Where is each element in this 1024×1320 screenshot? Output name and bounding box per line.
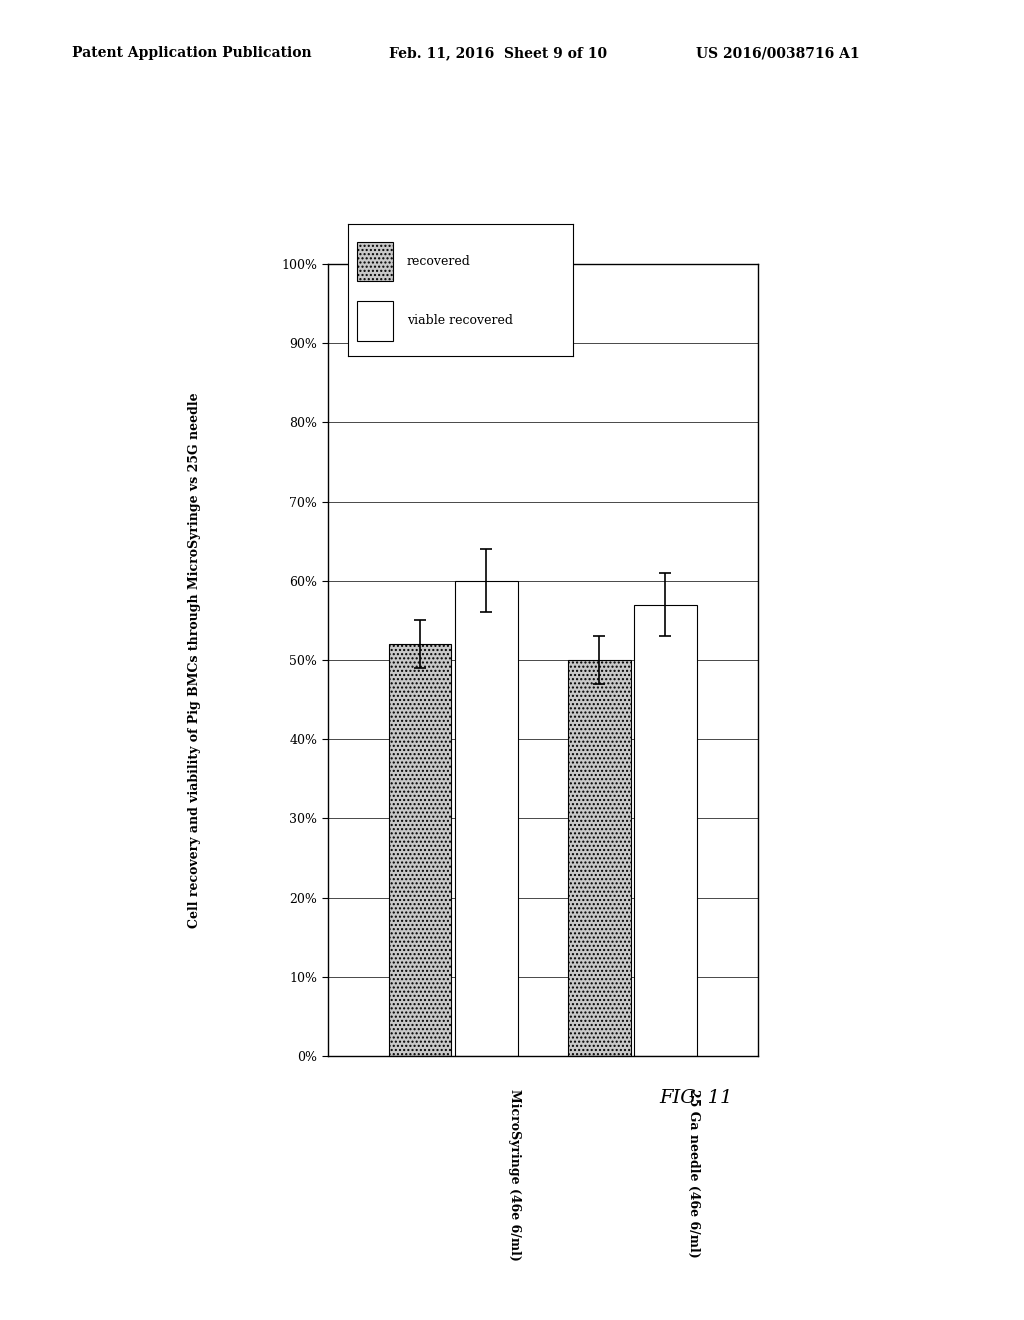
Text: 25 Ga needle (46e 6/ml): 25 Ga needle (46e 6/ml): [687, 1089, 700, 1258]
Text: FIG. 11: FIG. 11: [659, 1089, 733, 1107]
Text: US 2016/0038716 A1: US 2016/0038716 A1: [696, 46, 860, 61]
Bar: [634, 605, 696, 1056]
Bar: [567, 660, 631, 1056]
Bar: [357, 301, 393, 341]
Text: viable recovered: viable recovered: [407, 314, 513, 327]
Text: Patent Application Publication: Patent Application Publication: [72, 46, 311, 61]
Bar: [389, 644, 452, 1056]
Text: recovered: recovered: [407, 255, 471, 268]
Text: MicroSyringe (46e 6/ml): MicroSyringe (46e 6/ml): [508, 1089, 521, 1261]
Text: Feb. 11, 2016  Sheet 9 of 10: Feb. 11, 2016 Sheet 9 of 10: [389, 46, 607, 61]
Bar: [455, 581, 518, 1056]
Text: Cell recovery and viability of Pig BMCs through MicroSyringe vs 25G needle: Cell recovery and viability of Pig BMCs …: [188, 392, 201, 928]
Bar: [357, 242, 393, 281]
